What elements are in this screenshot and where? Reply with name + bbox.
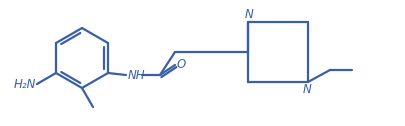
Text: NH: NH (128, 70, 145, 83)
Text: O: O (177, 57, 186, 71)
Text: N: N (244, 8, 253, 21)
Text: N: N (302, 83, 311, 96)
Text: H₂N: H₂N (13, 78, 36, 91)
